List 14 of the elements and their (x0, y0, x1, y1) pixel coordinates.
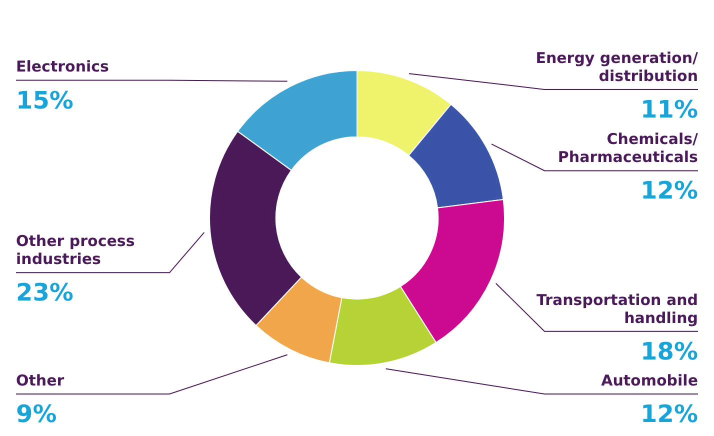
slice-label: Other process industries (16, 232, 135, 268)
data-label: 23% (16, 278, 74, 307)
slice-label: Transportation and handling (536, 290, 698, 327)
slice-label: Automobile (601, 371, 698, 390)
data-label: 18% (640, 337, 698, 366)
data-label: 15% (16, 86, 74, 114)
slice-label: Energy generation/ distribution (536, 48, 699, 85)
slice-label: Other (16, 371, 65, 390)
slice-label: Electronics (16, 58, 110, 76)
slice-label: Chemicals/ Pharmaceuticals (558, 130, 699, 166)
data-label: 11% (640, 95, 698, 124)
data-label: 12% (640, 400, 698, 428)
data-label: 12% (640, 176, 698, 205)
data-label: 9% (16, 400, 57, 428)
